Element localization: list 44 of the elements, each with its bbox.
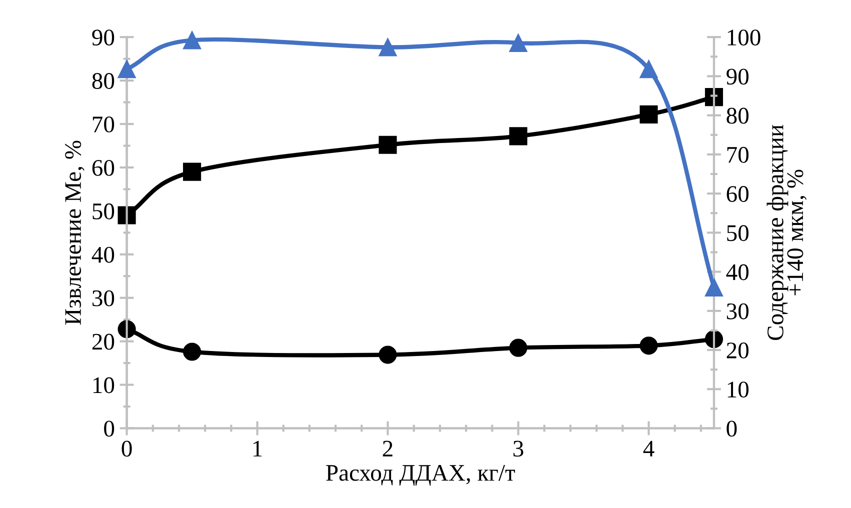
y2-tick-label: 10 bbox=[728, 382, 749, 398]
y-tick-label: 20 bbox=[92, 334, 114, 350]
y2-tick-label: 50 bbox=[727, 225, 749, 242]
y-tick-label: 50 bbox=[92, 203, 114, 220]
y-tick-label: 30 bbox=[92, 290, 114, 306]
y2-tick-label: 20 bbox=[726, 342, 749, 358]
point bbox=[509, 127, 528, 146]
y-tick-label: 40 bbox=[92, 246, 114, 263]
y-axis-title: Извлечение Ме, % bbox=[65, 140, 84, 325]
x-tick-label: 0 bbox=[122, 440, 132, 457]
x-tick-label: 1 bbox=[253, 440, 262, 456]
point bbox=[640, 60, 658, 78]
y-tick-label: 0 bbox=[104, 420, 114, 437]
point bbox=[378, 38, 397, 56]
y-tick-label: 10 bbox=[93, 377, 114, 394]
point bbox=[378, 136, 397, 154]
x-axis-title: Расход ДДАХ, кг/т bbox=[326, 465, 515, 486]
y2-tick-label: 100 bbox=[728, 30, 760, 46]
point bbox=[509, 338, 528, 357]
point bbox=[509, 34, 528, 52]
point bbox=[183, 31, 202, 50]
y2-tick-label: 90 bbox=[726, 68, 749, 85]
y2-axis-title: Содержание фракции +140 мкм, % bbox=[766, 124, 807, 340]
y2-tick-label: 60 bbox=[726, 186, 749, 202]
x-tick-label: 4 bbox=[643, 440, 654, 456]
y2-tick-label: 70 bbox=[727, 146, 749, 163]
y-tick-label: 70 bbox=[92, 116, 114, 132]
point bbox=[183, 162, 202, 181]
point bbox=[640, 105, 658, 124]
point bbox=[118, 60, 136, 78]
x-tick-label: 2 bbox=[382, 440, 392, 456]
y-tick-label: 60 bbox=[92, 160, 114, 176]
point bbox=[704, 278, 724, 296]
y-tick-label: 90 bbox=[92, 30, 114, 46]
x-tick-label: 3 bbox=[513, 440, 524, 457]
y2-tick-label: 40 bbox=[726, 264, 749, 280]
y2-tick-label: 30 bbox=[726, 303, 749, 320]
point bbox=[183, 342, 202, 361]
y2-tick-label: 0 bbox=[726, 420, 737, 437]
point bbox=[378, 346, 397, 364]
point bbox=[640, 336, 658, 355]
y2-tick-label: 80 bbox=[726, 108, 749, 124]
point bbox=[118, 206, 136, 224]
y-tick-label: 80 bbox=[92, 73, 114, 89]
